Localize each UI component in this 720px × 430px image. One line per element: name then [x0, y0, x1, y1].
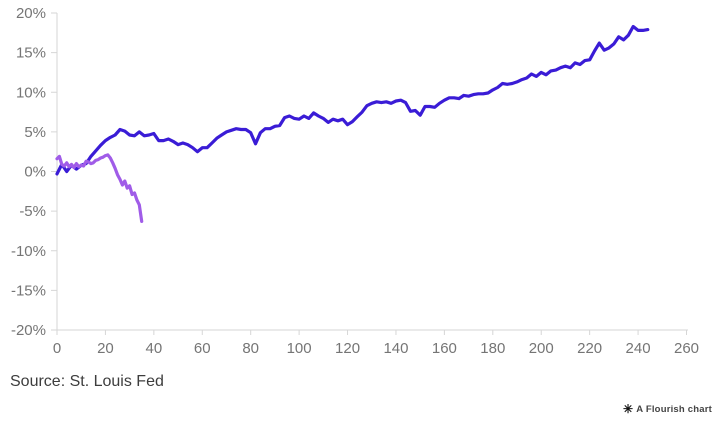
x-axis-tick-label: 180 — [480, 340, 505, 357]
y-axis-tick-label: -20% — [11, 322, 46, 339]
x-axis-tick-label: 120 — [335, 340, 360, 357]
source-caption: Source: St. Louis Fed — [10, 373, 164, 390]
x-axis-tick-label: 20 — [97, 340, 114, 357]
series-line-dark-blue — [55, 24, 650, 176]
y-axis-tick-label: 5% — [24, 124, 46, 141]
y-axis-tick-label: 15% — [16, 45, 46, 62]
x-axis-tick-label: 140 — [383, 340, 408, 357]
series-line-light-purple — [55, 153, 144, 223]
axis-domain-line — [56, 13, 688, 331]
y-axis-tick-label: 10% — [16, 84, 46, 101]
x-axis-tick-label: 80 — [242, 340, 259, 357]
x-axis-tick-label: 60 — [194, 340, 211, 357]
x-axis-tick-label: 40 — [146, 340, 163, 357]
x-axis-tick-label: 0 — [53, 340, 61, 357]
flourish-credit-link[interactable]: ✳ A Flourish chart — [623, 403, 712, 415]
y-axis-tick-label: -10% — [11, 243, 46, 260]
x-axis-tick-label: 200 — [529, 340, 554, 357]
flourish-asterisk-icon: ✳ — [623, 402, 634, 416]
x-axis-tick-label: 220 — [577, 340, 602, 357]
x-axis-tick-label: 100 — [287, 340, 312, 357]
y-axis-tick-label: 0% — [24, 164, 46, 181]
y-axis-tick-label: -15% — [11, 282, 46, 299]
y-axis-tick-label: 20% — [16, 5, 46, 22]
axes: 20% 15% 10% 5% 0% -5% -10% -15% -20% 0 20 40 60 80 100… — [11, 5, 699, 357]
x-axis-tick-label: 240 — [626, 340, 651, 357]
x-axis-tick-label: 260 — [674, 340, 699, 357]
y-axis-tick-label: -5% — [19, 203, 46, 220]
x-axis-tick-label: 160 — [432, 340, 457, 357]
flourish-credit-label: A Flourish chart — [636, 403, 712, 415]
